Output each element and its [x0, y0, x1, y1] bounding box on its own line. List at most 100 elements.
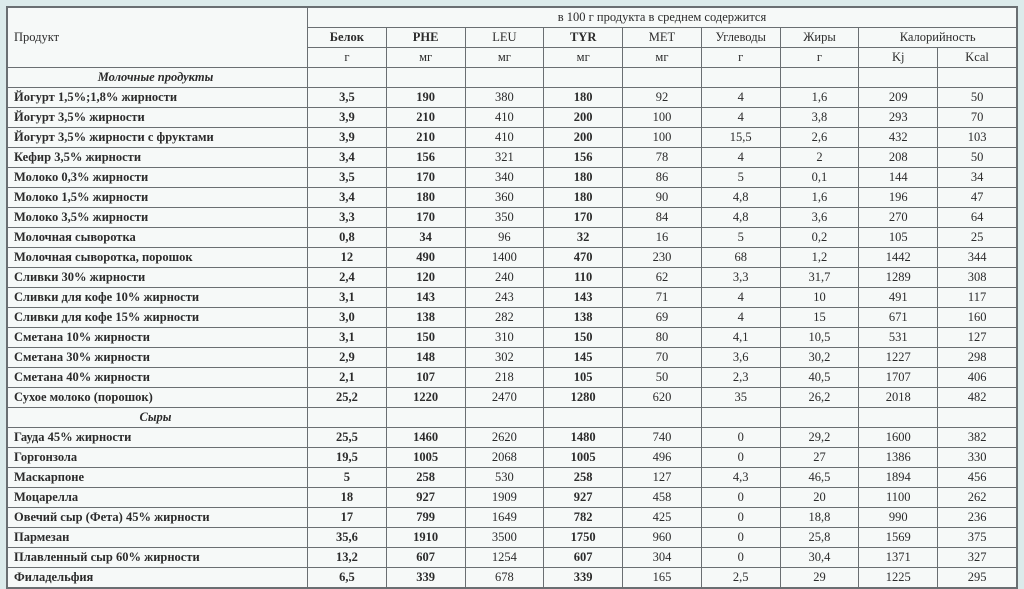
- product-name: Йогурт 1,5%;1,8% жирности: [8, 88, 308, 108]
- value-cell: 3,5: [308, 88, 387, 108]
- value-cell: 4: [701, 108, 780, 128]
- value-cell: 330: [938, 448, 1017, 468]
- table-row: Филадельфия6,53396783391652,5291225295: [8, 568, 1017, 588]
- value-cell: 4: [701, 88, 780, 108]
- value-cell: 990: [859, 508, 938, 528]
- value-cell: 25,8: [780, 528, 859, 548]
- value-cell: 110: [544, 268, 623, 288]
- value-cell: 127: [623, 468, 702, 488]
- value-cell: 30,2: [780, 348, 859, 368]
- value-cell: 32: [544, 228, 623, 248]
- value-cell: 6,5: [308, 568, 387, 588]
- value-cell: 210: [386, 108, 465, 128]
- value-cell: 0: [701, 448, 780, 468]
- value-cell: 35,6: [308, 528, 387, 548]
- value-cell: 180: [544, 88, 623, 108]
- product-name: Гауда 45% жирности: [8, 428, 308, 448]
- value-cell: 3,1: [308, 288, 387, 308]
- value-cell: 1400: [465, 248, 544, 268]
- value-cell: 327: [938, 548, 1017, 568]
- value-cell: 360: [465, 188, 544, 208]
- header-col: PHE: [386, 28, 465, 48]
- value-cell: 170: [544, 208, 623, 228]
- value-cell: 30,4: [780, 548, 859, 568]
- value-cell: 18: [308, 488, 387, 508]
- value-cell: 1910: [386, 528, 465, 548]
- header-per100: в 100 г продукта в среднем содержится: [308, 8, 1017, 28]
- value-cell: 799: [386, 508, 465, 528]
- value-cell: 144: [859, 168, 938, 188]
- value-cell: 270: [859, 208, 938, 228]
- value-cell: 491: [859, 288, 938, 308]
- header-unit: Kcal: [938, 48, 1017, 68]
- value-cell: 0,8: [308, 228, 387, 248]
- value-cell: 10,5: [780, 328, 859, 348]
- value-cell: 0: [701, 528, 780, 548]
- value-cell: 236: [938, 508, 1017, 528]
- value-cell: 103: [938, 128, 1017, 148]
- value-cell: 34: [938, 168, 1017, 188]
- value-cell: 5: [308, 468, 387, 488]
- value-cell: 3,9: [308, 128, 387, 148]
- value-cell: 105: [544, 368, 623, 388]
- value-cell: 927: [544, 488, 623, 508]
- value-cell: 16: [623, 228, 702, 248]
- value-cell: 375: [938, 528, 1017, 548]
- value-cell: 1220: [386, 388, 465, 408]
- header-unit: мг: [386, 48, 465, 68]
- value-cell: 46,5: [780, 468, 859, 488]
- value-cell: 62: [623, 268, 702, 288]
- value-cell: 3,9: [308, 108, 387, 128]
- product-name: Молочная сыворотка: [8, 228, 308, 248]
- header-unit: мг: [623, 48, 702, 68]
- product-name: Сметана 40% жирности: [8, 368, 308, 388]
- value-cell: 143: [386, 288, 465, 308]
- section-title: Молочные продукты: [8, 68, 308, 88]
- value-cell: 298: [938, 348, 1017, 368]
- value-cell: 2018: [859, 388, 938, 408]
- value-cell: 410: [465, 108, 544, 128]
- value-cell: 310: [465, 328, 544, 348]
- product-name: Сливки 30% жирности: [8, 268, 308, 288]
- value-cell: 782: [544, 508, 623, 528]
- value-cell: 530: [465, 468, 544, 488]
- value-cell: 0: [701, 488, 780, 508]
- table-row: Сухое молоко (порошок)25,212202470128062…: [8, 388, 1017, 408]
- table-row: Молочная сыворотка, порошок1249014004702…: [8, 248, 1017, 268]
- empty-cell: [465, 408, 544, 428]
- value-cell: 3,3: [701, 268, 780, 288]
- value-cell: 69: [623, 308, 702, 328]
- value-cell: 1005: [386, 448, 465, 468]
- value-cell: 262: [938, 488, 1017, 508]
- value-cell: 382: [938, 428, 1017, 448]
- value-cell: 1386: [859, 448, 938, 468]
- table-row: Моцарелла1892719099274580201100262: [8, 488, 1017, 508]
- value-cell: 2,4: [308, 268, 387, 288]
- header-unit: г: [780, 48, 859, 68]
- empty-cell: [780, 68, 859, 88]
- product-name: Сливки для кофе 10% жирности: [8, 288, 308, 308]
- value-cell: 2,6: [780, 128, 859, 148]
- value-cell: 3,0: [308, 308, 387, 328]
- value-cell: 671: [859, 308, 938, 328]
- value-cell: 17: [308, 508, 387, 528]
- value-cell: 927: [386, 488, 465, 508]
- value-cell: 2,1: [308, 368, 387, 388]
- value-cell: 10: [780, 288, 859, 308]
- table-row: Молоко 3,5% жирности3,3170350170844,83,6…: [8, 208, 1017, 228]
- value-cell: 71: [623, 288, 702, 308]
- value-cell: 35: [701, 388, 780, 408]
- value-cell: 29,2: [780, 428, 859, 448]
- value-cell: 2620: [465, 428, 544, 448]
- value-cell: 90: [623, 188, 702, 208]
- empty-cell: [544, 68, 623, 88]
- value-cell: 2470: [465, 388, 544, 408]
- empty-cell: [308, 408, 387, 428]
- header-unit: г: [701, 48, 780, 68]
- value-cell: 5: [701, 228, 780, 248]
- value-cell: 68: [701, 248, 780, 268]
- value-cell: 293: [859, 108, 938, 128]
- header-col: LEU: [465, 28, 544, 48]
- value-cell: 150: [386, 328, 465, 348]
- value-cell: 243: [465, 288, 544, 308]
